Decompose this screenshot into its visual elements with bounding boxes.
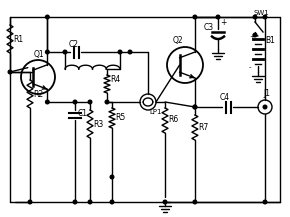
- Circle shape: [110, 200, 114, 204]
- Circle shape: [263, 105, 267, 109]
- Circle shape: [46, 100, 49, 104]
- Circle shape: [193, 105, 197, 109]
- Text: SW1: SW1: [253, 10, 269, 16]
- Text: C4: C4: [220, 93, 230, 102]
- Text: R1: R1: [13, 35, 23, 44]
- Text: R2: R2: [33, 90, 43, 99]
- Circle shape: [193, 200, 197, 204]
- Circle shape: [118, 50, 122, 54]
- Text: R5: R5: [115, 113, 125, 122]
- Text: R6: R6: [168, 115, 178, 124]
- Text: C3: C3: [204, 23, 214, 32]
- Circle shape: [73, 200, 77, 204]
- Text: R3: R3: [93, 120, 103, 129]
- Text: B1: B1: [265, 36, 275, 45]
- Circle shape: [263, 200, 267, 204]
- Circle shape: [193, 15, 197, 19]
- Text: LP1: LP1: [149, 109, 162, 115]
- Text: Q2: Q2: [173, 36, 184, 45]
- Circle shape: [110, 175, 114, 179]
- Text: +: +: [249, 34, 255, 40]
- Circle shape: [73, 100, 77, 104]
- Circle shape: [28, 200, 32, 204]
- Text: C2: C2: [69, 40, 79, 49]
- Circle shape: [128, 50, 132, 54]
- Circle shape: [193, 105, 197, 109]
- Text: Q1: Q1: [34, 50, 45, 59]
- Text: R7: R7: [198, 123, 208, 132]
- Circle shape: [253, 15, 257, 19]
- Circle shape: [216, 15, 220, 19]
- Circle shape: [105, 100, 109, 104]
- Circle shape: [88, 200, 92, 204]
- Text: +: +: [220, 18, 226, 27]
- Circle shape: [253, 33, 257, 37]
- Circle shape: [46, 15, 49, 19]
- Circle shape: [88, 100, 92, 104]
- Circle shape: [8, 70, 12, 74]
- Circle shape: [263, 15, 267, 19]
- Text: C1: C1: [78, 109, 88, 118]
- Text: J1: J1: [263, 89, 270, 98]
- Circle shape: [46, 50, 49, 54]
- Text: R4: R4: [110, 75, 120, 84]
- Circle shape: [63, 50, 67, 54]
- Circle shape: [163, 200, 167, 204]
- Text: -: -: [249, 64, 251, 70]
